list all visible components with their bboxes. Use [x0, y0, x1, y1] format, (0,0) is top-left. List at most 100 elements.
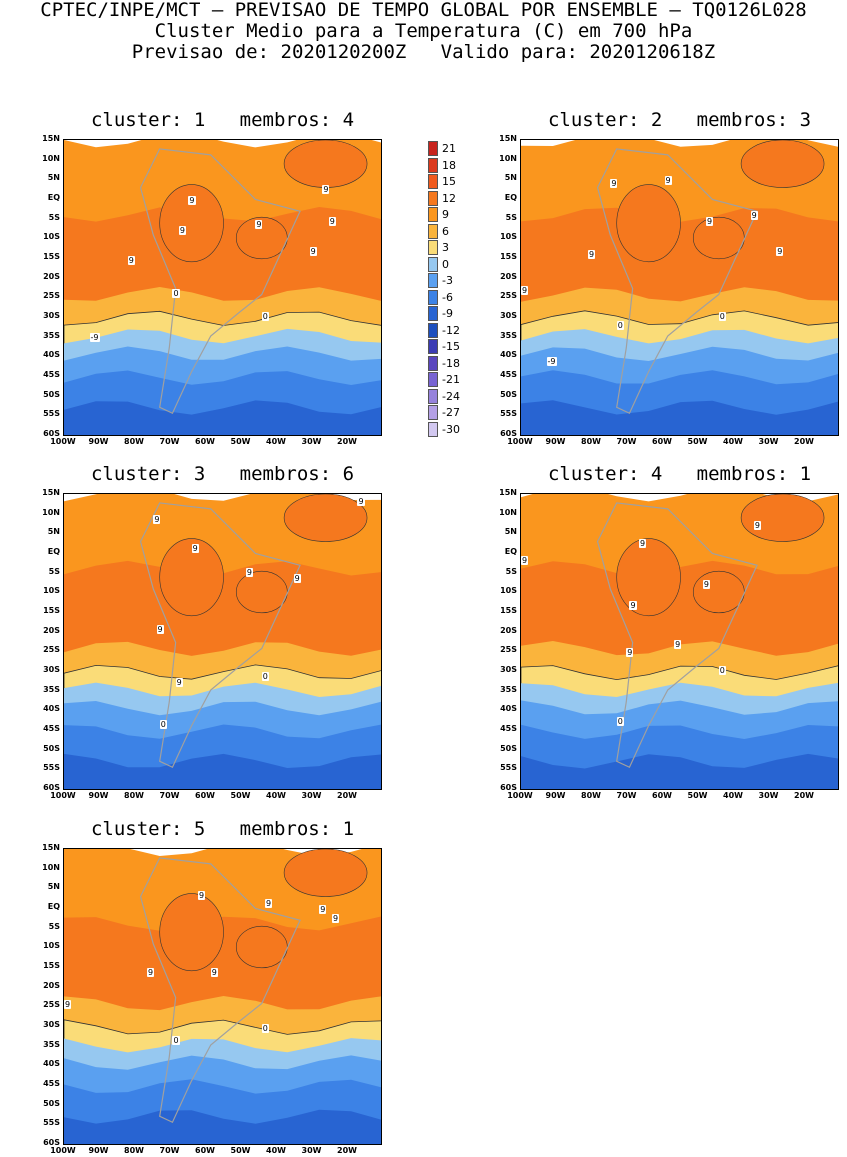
temperature-map: 9 9 9 9 9 9 9 0 0 -9: [520, 139, 839, 436]
header-line-2: Cluster Medio para a Temperatura (C) em …: [154, 20, 693, 42]
contour-label: 9: [322, 184, 330, 194]
longitude-tick-label: 90W: [88, 1146, 109, 1155]
coastline: [596, 502, 758, 769]
contour-label: 9: [750, 211, 758, 221]
latitude-tick-label: 55S: [43, 409, 60, 419]
latitude-tick-label: 55S: [43, 763, 60, 773]
contour-label: 9: [331, 914, 340, 924]
legend-label: -24: [442, 389, 460, 403]
longitude-tick-label: 40W: [266, 791, 286, 800]
temperature-band: [64, 753, 381, 789]
contour-label: 0: [718, 312, 726, 322]
contour-label: 9: [178, 226, 186, 236]
longitude-tick-label: 70W: [159, 1146, 180, 1155]
longitude-tick-label: 50W: [230, 437, 251, 446]
legend-swatch: [428, 174, 438, 189]
warm-region: [616, 538, 681, 617]
latitude-tick-label: 50S: [43, 1098, 60, 1108]
latitude-tick-label: 60S: [500, 429, 517, 438]
latitude-tick-label: 45S: [43, 1079, 60, 1088]
longitude-tick-label: 40W: [266, 1146, 286, 1155]
contour-label: 9: [197, 890, 206, 900]
longitude-tick-label: 70W: [159, 791, 180, 800]
warm-region: [159, 538, 224, 617]
longitude-tick-label: 90W: [545, 437, 566, 446]
contour-label: 9: [255, 220, 263, 230]
temperature-map: 9 9 9 9 9 9 9 0 0 -9: [63, 139, 382, 436]
latitude-tick-label: 35S: [43, 330, 60, 340]
contour-label: 0: [261, 672, 269, 682]
temperature-band: [521, 753, 838, 789]
longitude-tick-label: 70W: [616, 791, 637, 800]
legend-label: -15: [442, 340, 460, 353]
contour-label: 9: [753, 520, 761, 530]
legend-swatch: [428, 256, 438, 272]
latitude-tick-label: 5S: [505, 212, 517, 222]
longitude-tick-label: 20W: [794, 437, 814, 446]
contour-label: 9: [175, 678, 183, 688]
latitude-tick-label: 45S: [500, 370, 517, 379]
legend-swatch: [428, 141, 438, 156]
legend-swatch: [428, 223, 438, 239]
panel-title: cluster: 1 membros: 4: [90, 109, 355, 131]
longitude-tick-label: 30W: [758, 791, 779, 800]
contour-label: 0: [172, 288, 180, 298]
contour-label: 9: [328, 217, 336, 227]
legend-swatch: [428, 157, 438, 173]
legend-swatch: [428, 240, 438, 255]
contour-label: 9: [702, 580, 710, 590]
longitude-tick-label: 20W: [337, 791, 357, 800]
latitude-tick-label: 10S: [43, 232, 60, 242]
latitude-tick-label: 10S: [43, 586, 60, 596]
latitude-tick-label: 55S: [500, 409, 517, 419]
temperature-band: [64, 1109, 381, 1144]
latitude-tick-label: 40S: [43, 704, 60, 714]
longitude-tick-label: 100W: [507, 437, 533, 446]
longitude-tick-label: 80W: [581, 437, 601, 446]
legend-swatch: [428, 273, 438, 288]
longitude-tick-label: 20W: [337, 1146, 357, 1155]
contour-field: [64, 494, 381, 789]
legend-label: -27: [442, 406, 460, 419]
legend-label: -21: [442, 373, 460, 386]
latitude-tick-label: 5N: [504, 527, 517, 537]
legend-swatch: [428, 190, 438, 206]
latitude-tick-label: 40S: [43, 350, 60, 360]
latitude-tick-label: 15S: [43, 961, 60, 970]
coastline: [596, 148, 758, 415]
latitude-tick-label: 30S: [43, 311, 60, 320]
latitude-tick-label: 20S: [500, 271, 517, 281]
coastline: [139, 857, 301, 1124]
contour-field: [64, 140, 381, 435]
latitude-tick-label: 20S: [500, 625, 517, 635]
latitude-tick-label: 20S: [43, 271, 60, 281]
latitude-tick-label: 60S: [500, 783, 517, 792]
latitude-tick-label: 15S: [43, 606, 60, 615]
latitude-tick-label: 30S: [500, 665, 517, 674]
longitude-tick-label: 70W: [616, 437, 637, 446]
latitude-tick-label: 55S: [500, 763, 517, 773]
legend-swatch: [428, 306, 438, 321]
latitude-tick-label: 25S: [43, 645, 60, 655]
contour-label: 9: [153, 514, 161, 524]
longitude-tick-label: 60W: [652, 791, 672, 800]
warm-region: [235, 925, 288, 969]
latitude-tick-label: 15N: [42, 843, 60, 852]
latitude-tick-label: 15N: [499, 488, 517, 497]
latitude-tick-label: 50S: [43, 389, 60, 399]
latitude-tick-label: 5S: [505, 566, 517, 576]
warm-region: [692, 570, 745, 614]
legend-label: 21: [442, 142, 456, 155]
panel-title: cluster: 2 membros: 3: [547, 109, 812, 131]
longitude-tick-label: 60W: [195, 1146, 215, 1155]
contour-field: [521, 494, 838, 789]
latitude-tick-label: 35S: [500, 684, 517, 694]
latitude-tick-label: EQ: [504, 193, 517, 202]
latitude-tick-label: 20S: [43, 980, 60, 990]
legend-label: -6: [442, 290, 453, 304]
contour-label: 9: [188, 196, 196, 206]
coastline: [139, 148, 301, 415]
temperature-band: [64, 400, 381, 435]
